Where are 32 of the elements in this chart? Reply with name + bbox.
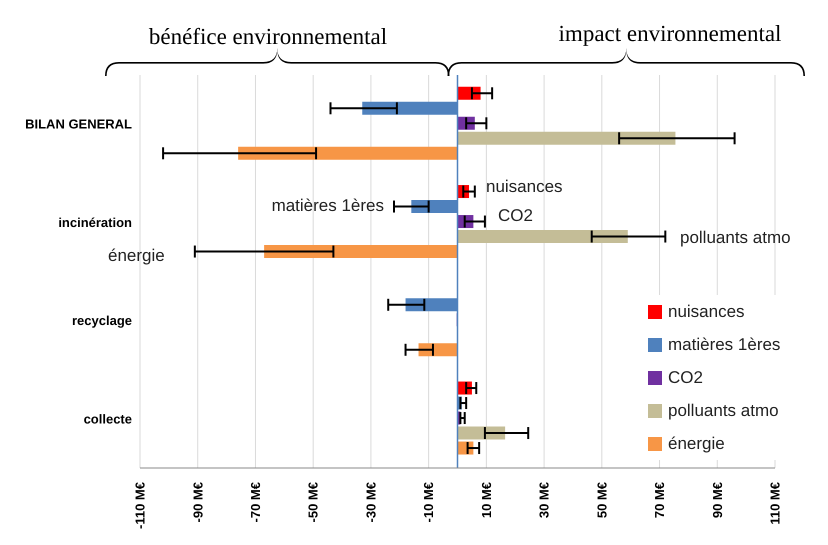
x-tick-label: -30 M€ [363,482,378,522]
x-tick-label: 10 M€ [478,482,494,518]
x-tick-label: -110 M€ [132,482,148,529]
legend-label: énergie [667,432,726,454]
bar [458,230,628,244]
x-tick-label: 30 M€ [536,482,552,518]
text: bénéfice environnemental [148,24,388,50]
legend-label: nuisances [667,300,746,322]
x-tick-label: -10 M€ [421,482,436,522]
x-tick-label: -50 M€ [306,482,321,522]
x-tick-label: -90 M€ [190,482,206,522]
legend-label: matières 1ères [667,334,780,356]
bar [264,245,458,258]
x-tick-label: 70 M€ [652,482,668,518]
x-tick-label: 110 M€ [768,482,783,525]
annotation: nuisances [486,176,563,196]
legend-label: polluants atmo [667,400,780,422]
y-tick-label: collecte [84,411,132,426]
x-tick-label: 50 M€ [594,482,610,518]
y-tick-label: recyclage [72,313,132,328]
legend-label: CO2 [667,366,704,388]
y-tick-label: incinération [58,214,132,230]
x-tick-label: -70 M€ [248,482,264,522]
annotation: matières 1ères [272,196,384,215]
bar [238,146,458,160]
annotation: CO2 [498,206,533,225]
annotation: polluants atmo [680,228,791,247]
text: impact environnemental [558,21,782,46]
bar [458,132,676,145]
x-tick-label: 90 M€ [710,482,725,518]
annotation: énergie [108,246,165,265]
y-tick-label: BILAN GENERAL [25,116,132,132]
